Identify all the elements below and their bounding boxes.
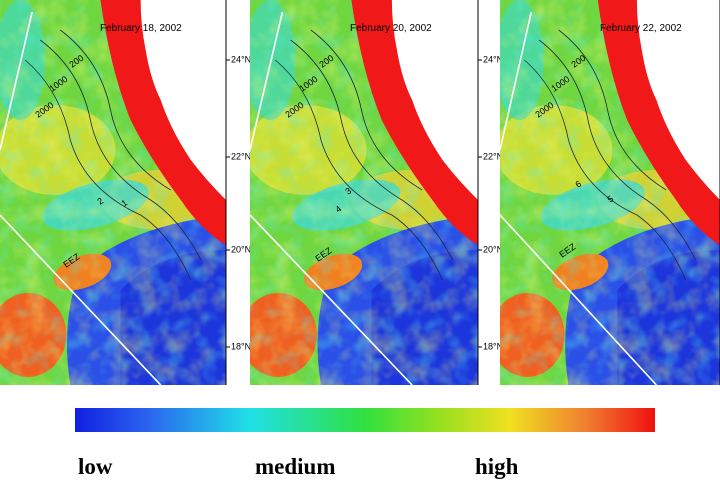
panel-date: February 18, 2002 (100, 23, 182, 34)
panel-date: February 20, 2002 (350, 23, 432, 34)
latitude-label: 18°N (231, 341, 251, 351)
panel-date: February 22, 2002 (600, 23, 682, 34)
latitude-label: 22°N (231, 151, 251, 161)
scale-label: low (78, 454, 113, 479)
page: {"panels": [ {"date": "February 18, 2002… (0, 0, 720, 480)
latitude-label: 20°N (231, 244, 251, 254)
satellite-panel (240, 0, 478, 385)
scale-label: medium (255, 454, 336, 479)
scale-label: high (475, 454, 519, 479)
latitude-label: 24°N (231, 54, 251, 64)
satellite-panel (0, 0, 226, 385)
satellite-panel (490, 0, 720, 385)
figure: February 18, 20022001000200021EEZ24°N22°… (0, 0, 720, 480)
color-scale (75, 408, 655, 432)
